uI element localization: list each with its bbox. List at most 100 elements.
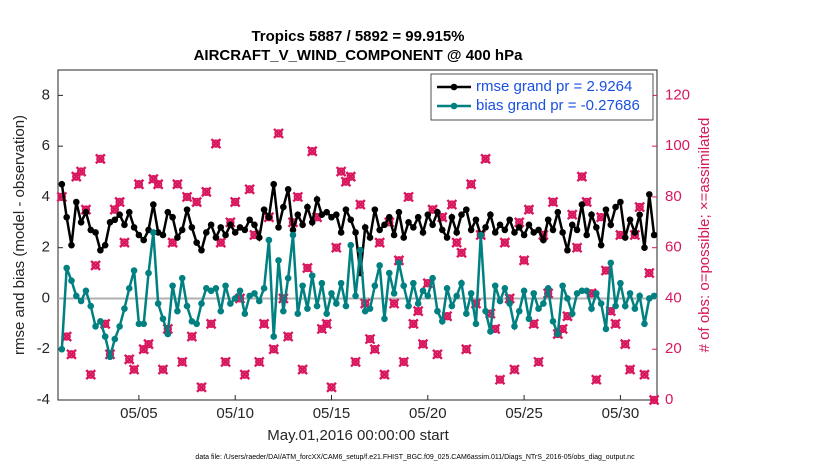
obs-circle	[76, 167, 86, 176]
series-marker	[212, 234, 220, 241]
series-marker	[135, 320, 143, 328]
obs-circle	[240, 370, 250, 379]
obs-circle	[389, 299, 399, 308]
obs-marker	[451, 237, 463, 248]
legend-marker	[450, 102, 458, 110]
obs-circle	[409, 319, 418, 329]
series-marker	[487, 211, 494, 218]
obs-marker	[200, 186, 212, 198]
obs-cross	[624, 364, 636, 375]
series-marker	[174, 234, 181, 241]
series-marker	[188, 224, 196, 231]
obs-cross	[619, 338, 631, 350]
obs-circle	[510, 365, 519, 374]
obs-circle	[635, 202, 644, 212]
y2-tick-label: 40	[665, 289, 682, 306]
obs-circle	[129, 365, 139, 374]
series-marker	[573, 226, 581, 234]
series-marker	[530, 290, 538, 297]
series-marker	[255, 297, 263, 305]
series-marker	[405, 302, 412, 310]
series-marker	[458, 279, 465, 287]
series-marker	[385, 269, 393, 277]
series-marker	[482, 307, 489, 315]
series-marker	[641, 320, 648, 328]
obs-marker	[302, 262, 313, 274]
series-marker	[82, 287, 90, 295]
obs-marker	[412, 305, 424, 317]
x-tick-label: 05/25	[505, 405, 543, 422]
series-marker	[381, 221, 388, 229]
obs-circle	[120, 238, 129, 247]
series-marker	[434, 307, 441, 315]
series-marker	[395, 208, 403, 216]
series-marker	[568, 221, 576, 229]
obs-cross	[412, 305, 424, 317]
series-marker	[443, 234, 451, 241]
y-tick-label: 0	[42, 289, 50, 306]
obs-circle	[259, 319, 269, 329]
series-marker	[650, 231, 658, 239]
obs-cross	[196, 381, 207, 393]
obs-marker	[85, 369, 97, 380]
obs-marker	[297, 364, 308, 375]
obs-marker	[186, 331, 198, 342]
series-marker	[376, 262, 383, 269]
obs-circle	[149, 174, 158, 184]
series-marker	[183, 206, 191, 213]
series-marker	[559, 282, 566, 290]
obs-circle	[621, 339, 630, 349]
obs-marker	[634, 201, 646, 213]
series-marker	[178, 274, 186, 282]
obs-cross	[590, 374, 602, 386]
series-marker	[284, 274, 292, 282]
obs-marker	[253, 356, 265, 368]
obs-circle	[202, 187, 211, 197]
obs-circle	[221, 357, 230, 367]
series-marker	[125, 208, 133, 216]
obs-marker	[123, 354, 135, 365]
obs-marker	[460, 343, 472, 355]
obs-marker	[499, 237, 511, 248]
series-marker	[612, 203, 619, 211]
series-marker	[540, 300, 547, 307]
series-marker	[419, 229, 427, 236]
obs-marker	[345, 171, 357, 182]
series-line	[60, 232, 655, 358]
series-marker	[593, 290, 600, 297]
obs-cross	[566, 209, 578, 221]
y2-tick-label: 0	[665, 391, 673, 408]
obs-cross	[321, 318, 333, 330]
series-marker	[135, 231, 143, 239]
obs-cross	[66, 348, 77, 360]
obs-marker	[576, 171, 588, 182]
series-marker	[140, 236, 148, 244]
series-marker	[328, 290, 335, 297]
obs-circle	[327, 383, 336, 392]
obs-circle	[211, 139, 221, 148]
obs-cross	[446, 199, 458, 210]
obs-marker	[157, 364, 169, 375]
series-marker	[58, 345, 66, 353]
series-marker	[366, 305, 374, 312]
obs-marker	[143, 338, 154, 350]
obs-circle	[139, 345, 148, 354]
obs-marker	[330, 242, 342, 254]
series-marker	[636, 292, 643, 300]
series-marker	[501, 226, 509, 234]
obs-circle	[332, 243, 341, 252]
obs-cross	[302, 262, 313, 274]
obs-cross	[239, 369, 251, 380]
obs-marker	[643, 267, 655, 279]
series-marker	[174, 307, 181, 315]
obs-circle	[303, 263, 312, 273]
obs-marker	[321, 318, 333, 330]
series-marker	[164, 208, 172, 216]
series-marker	[101, 333, 109, 340]
series-marker	[308, 272, 316, 279]
obs-marker	[624, 364, 636, 375]
series-marker	[626, 216, 634, 224]
obs-marker	[172, 178, 183, 190]
obs-cross	[181, 191, 193, 203]
obs-circle	[649, 395, 659, 405]
